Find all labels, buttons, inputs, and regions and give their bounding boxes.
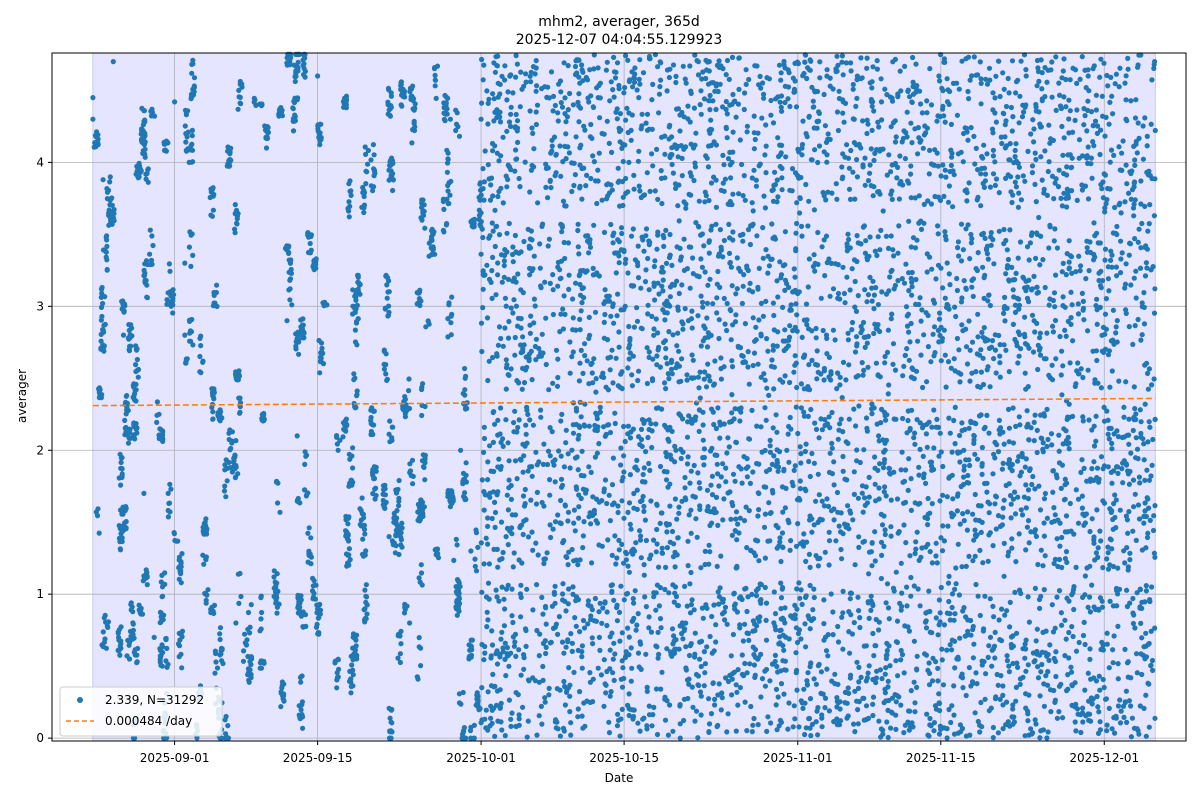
x-tick-label: 2025-11-01 xyxy=(763,751,833,765)
x-axis-label: Date xyxy=(605,771,634,785)
x-tick-label: 2025-12-01 xyxy=(1069,751,1139,765)
chart-title: mhm2, averager, 365d xyxy=(538,14,700,30)
legend-box xyxy=(59,686,223,737)
x-tick-label: 2025-11-15 xyxy=(906,751,976,765)
x-tick-label: 2025-10-15 xyxy=(589,751,659,765)
y-tick-label: 2 xyxy=(36,443,44,457)
plot-frame xyxy=(51,52,1187,742)
x-tick-label: 2025-10-01 xyxy=(446,751,516,765)
y-tick-label: 0 xyxy=(36,731,44,745)
y-axis-label: averager xyxy=(15,369,29,423)
legend: 2.339, N=31292 0.000484 /day xyxy=(59,686,223,737)
chart-subtitle: 2025-12-07 04:04:55.129923 xyxy=(516,32,723,48)
x-tick-label: 2025-09-15 xyxy=(283,751,353,765)
legend-label-points: 2.339, N=31292 xyxy=(105,693,204,707)
legend-marker-points xyxy=(77,697,83,703)
legend-label-trend: 0.000484 /day xyxy=(105,714,192,728)
trend-line xyxy=(92,397,1156,407)
x-tick-label: 2025-09-01 xyxy=(140,751,210,765)
y-tick-label: 3 xyxy=(36,299,44,313)
y-tick-label: 4 xyxy=(36,155,44,169)
y-tick-label: 1 xyxy=(36,587,44,601)
